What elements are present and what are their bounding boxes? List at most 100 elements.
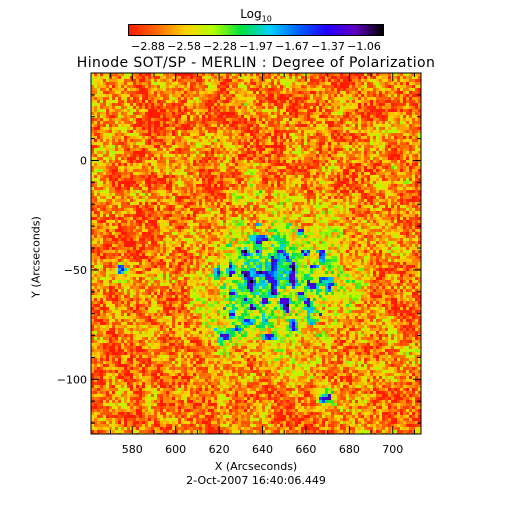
heatmap-cell — [115, 103, 118, 106]
heatmap-cell — [181, 94, 184, 97]
heatmap-cell — [406, 184, 409, 187]
heatmap-cell — [184, 115, 187, 118]
heatmap-cell — [106, 148, 109, 151]
heatmap-cell — [319, 103, 322, 106]
heatmap-cell — [403, 127, 406, 130]
heatmap-cell — [190, 88, 193, 91]
heatmap-cell — [172, 118, 175, 121]
heatmap-cell — [136, 121, 139, 124]
heatmap-cell — [169, 76, 172, 79]
heatmap-cell — [118, 193, 121, 196]
heatmap-cell — [196, 76, 199, 79]
heatmap-cell — [298, 82, 301, 85]
heatmap-cell — [298, 124, 301, 127]
heatmap-cell — [391, 151, 394, 154]
heatmap-cell — [157, 133, 160, 136]
heatmap-cell — [334, 124, 337, 127]
heatmap-cell — [157, 154, 160, 157]
heatmap-cell — [154, 181, 157, 184]
heatmap-cell — [160, 91, 163, 94]
heatmap-cell — [361, 103, 364, 106]
heatmap-cell — [310, 199, 313, 202]
heatmap-cell — [172, 91, 175, 94]
heatmap-cell — [232, 97, 235, 100]
heatmap-cell — [133, 175, 136, 178]
heatmap-cell — [190, 91, 193, 94]
heatmap-cell — [292, 184, 295, 187]
heatmap-cell — [313, 202, 316, 205]
heatmap-cell — [403, 109, 406, 112]
heatmap-cell — [94, 76, 97, 79]
heatmap-cell — [187, 118, 190, 121]
heatmap-cell — [163, 124, 166, 127]
heatmap-cell — [403, 142, 406, 145]
heatmap-cell — [208, 79, 211, 82]
heatmap-cell — [148, 139, 151, 142]
heatmap-cell — [124, 112, 127, 115]
heatmap-cell — [97, 193, 100, 196]
heatmap-cell — [322, 169, 325, 172]
heatmap-cell — [367, 196, 370, 199]
heatmap-cell — [253, 160, 256, 163]
heatmap-cell — [208, 145, 211, 148]
heatmap-cell — [376, 73, 379, 76]
heatmap-cell — [181, 130, 184, 133]
heatmap-cell — [109, 145, 112, 148]
heatmap-cell — [406, 145, 409, 148]
heatmap-cell — [169, 148, 172, 151]
heatmap-cell — [163, 97, 166, 100]
heatmap-cell — [349, 205, 352, 208]
heatmap-cell — [124, 82, 127, 85]
heatmap-cell — [409, 199, 412, 202]
heatmap-cell — [142, 208, 145, 211]
heatmap-cell — [397, 193, 400, 196]
heatmap-cell — [259, 160, 262, 163]
heatmap-cell — [319, 163, 322, 166]
heatmap-cell — [388, 103, 391, 106]
heatmap-cell — [265, 106, 268, 109]
heatmap-cell — [196, 112, 199, 115]
heatmap-cell — [349, 118, 352, 121]
heatmap-cell — [322, 130, 325, 133]
heatmap-cell — [121, 205, 124, 208]
heatmap-cell — [256, 91, 259, 94]
heatmap-cell — [130, 154, 133, 157]
heatmap-cell — [163, 109, 166, 112]
heatmap-cell — [250, 157, 253, 160]
heatmap-cell — [154, 199, 157, 202]
heatmap-cell — [418, 169, 421, 172]
heatmap-cell — [271, 157, 274, 160]
heatmap-cell — [136, 163, 139, 166]
heatmap-cell — [325, 172, 328, 175]
heatmap-cell — [148, 181, 151, 184]
heatmap-cell — [169, 163, 172, 166]
heatmap-cell — [403, 88, 406, 91]
heatmap-cell — [232, 73, 235, 76]
heatmap-cell — [238, 145, 241, 148]
heatmap-cell — [211, 187, 214, 190]
heatmap-cell — [331, 199, 334, 202]
heatmap-cell — [268, 103, 271, 106]
heatmap-cell — [238, 151, 241, 154]
heatmap-cell — [211, 73, 214, 76]
heatmap-cell — [238, 133, 241, 136]
heatmap-cell — [94, 109, 97, 112]
heatmap-cell — [304, 106, 307, 109]
heatmap-cell — [199, 205, 202, 208]
heatmap-cell — [349, 175, 352, 178]
heatmap-cell — [337, 145, 340, 148]
heatmap-cell — [94, 181, 97, 184]
heatmap-cell — [274, 193, 277, 196]
heatmap-cell — [352, 187, 355, 190]
heatmap-cell — [397, 184, 400, 187]
heatmap-cell — [355, 202, 358, 205]
heatmap-cell — [316, 73, 319, 76]
heatmap-cell — [223, 145, 226, 148]
heatmap-cell — [109, 115, 112, 118]
heatmap-cell — [322, 88, 325, 91]
heatmap-cell — [151, 133, 154, 136]
heatmap-cell — [121, 97, 124, 100]
heatmap-cell — [343, 199, 346, 202]
heatmap-cell — [97, 127, 100, 130]
heatmap-cell — [211, 91, 214, 94]
